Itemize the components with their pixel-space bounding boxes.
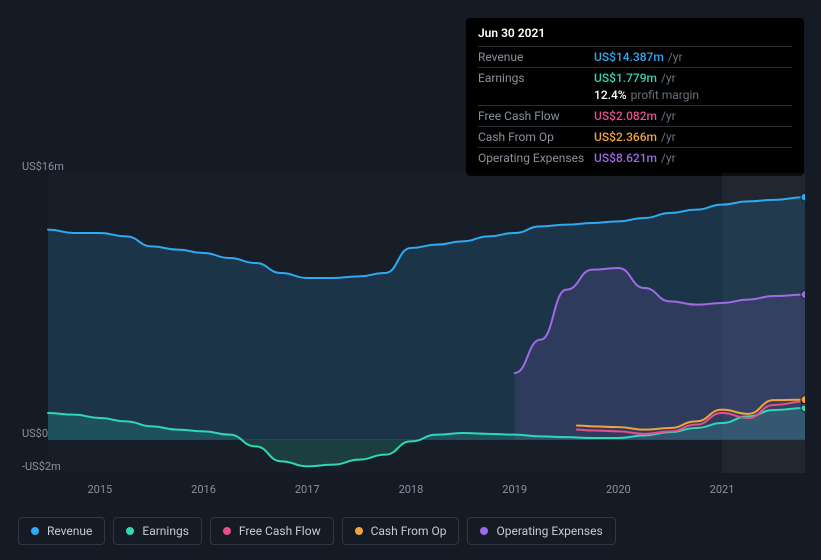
legend-dot — [480, 527, 488, 535]
legend-item-cash-from-op[interactable]: Cash From Op — [342, 517, 460, 545]
legend-dot — [223, 527, 231, 535]
y-axis-label: -US$2m — [22, 460, 61, 473]
tooltip-row-label: Free Cash Flow — [478, 109, 594, 123]
tooltip-row-label: Cash From Op — [478, 130, 594, 144]
x-axis-label: 2016 — [191, 483, 216, 496]
series-end-dot — [801, 193, 805, 201]
series-end-dot — [801, 396, 805, 404]
tooltip-date: Jun 30 2021 — [478, 26, 792, 40]
chart: US$16m US$0 -US$2m — [18, 155, 805, 495]
tooltip-row: Free Cash FlowUS$2.082m/yr — [478, 105, 792, 126]
legend-item-operating-expenses[interactable]: Operating Expenses — [467, 517, 615, 545]
legend-label: Free Cash Flow — [239, 524, 321, 538]
tooltip-row-label: Earnings — [478, 71, 594, 85]
tooltip-card: Jun 30 2021 RevenueUS$14.387m/yrEarnings… — [466, 18, 804, 176]
x-axis-label: 2020 — [606, 483, 631, 496]
legend-label: Earnings — [142, 524, 189, 538]
legend-dot — [126, 527, 134, 535]
legend-label: Operating Expenses — [496, 524, 602, 538]
tooltip-row-suffix: /yr — [661, 109, 676, 123]
legend-dot — [31, 527, 39, 535]
tooltip-row: Cash From OpUS$2.366m/yr — [478, 126, 792, 147]
tooltip-sub-value: 12.4% — [594, 88, 627, 102]
tooltip-row-suffix: /yr — [668, 50, 683, 64]
tooltip-row-value: US$14.387m — [594, 50, 664, 64]
x-axis-label: 2015 — [87, 483, 112, 496]
tooltip-row: RevenueUS$14.387m/yr — [478, 46, 792, 67]
tooltip-row-label: Revenue — [478, 50, 594, 64]
legend-item-revenue[interactable]: Revenue — [18, 517, 105, 545]
tooltip-row-value: US$2.082m — [594, 109, 657, 123]
legend-dot — [355, 527, 363, 535]
x-axis-label: 2021 — [710, 483, 735, 496]
tooltip-row: EarningsUS$1.779m/yr — [478, 67, 792, 88]
tooltip-sub-suffix: profit margin — [631, 88, 699, 102]
legend-label: Cash From Op — [371, 524, 447, 538]
series-end-dot — [801, 291, 805, 299]
y-axis-label: US$0 — [22, 427, 48, 440]
legend: Revenue Earnings Free Cash Flow Cash From O… — [18, 517, 616, 545]
x-axis-label: 2018 — [399, 483, 424, 496]
tooltip-subrow: 12.4% profit margin — [478, 88, 792, 105]
y-axis-label: US$16m — [22, 160, 64, 173]
tooltip-row-suffix: /yr — [661, 130, 676, 144]
x-axis-label: 2019 — [502, 483, 527, 496]
legend-item-earnings[interactable]: Earnings — [113, 517, 202, 545]
chart-svg[interactable] — [18, 155, 805, 475]
legend-item-free-cash-flow[interactable]: Free Cash Flow — [210, 517, 334, 545]
legend-label: Revenue — [47, 524, 92, 538]
x-axis-label: 2017 — [295, 483, 320, 496]
tooltip-row-value: US$1.779m — [594, 71, 657, 85]
tooltip-row-value: US$2.366m — [594, 130, 657, 144]
tooltip-rows: RevenueUS$14.387m/yrEarningsUS$1.779m/yr… — [478, 46, 792, 168]
tooltip-row-suffix: /yr — [661, 71, 676, 85]
